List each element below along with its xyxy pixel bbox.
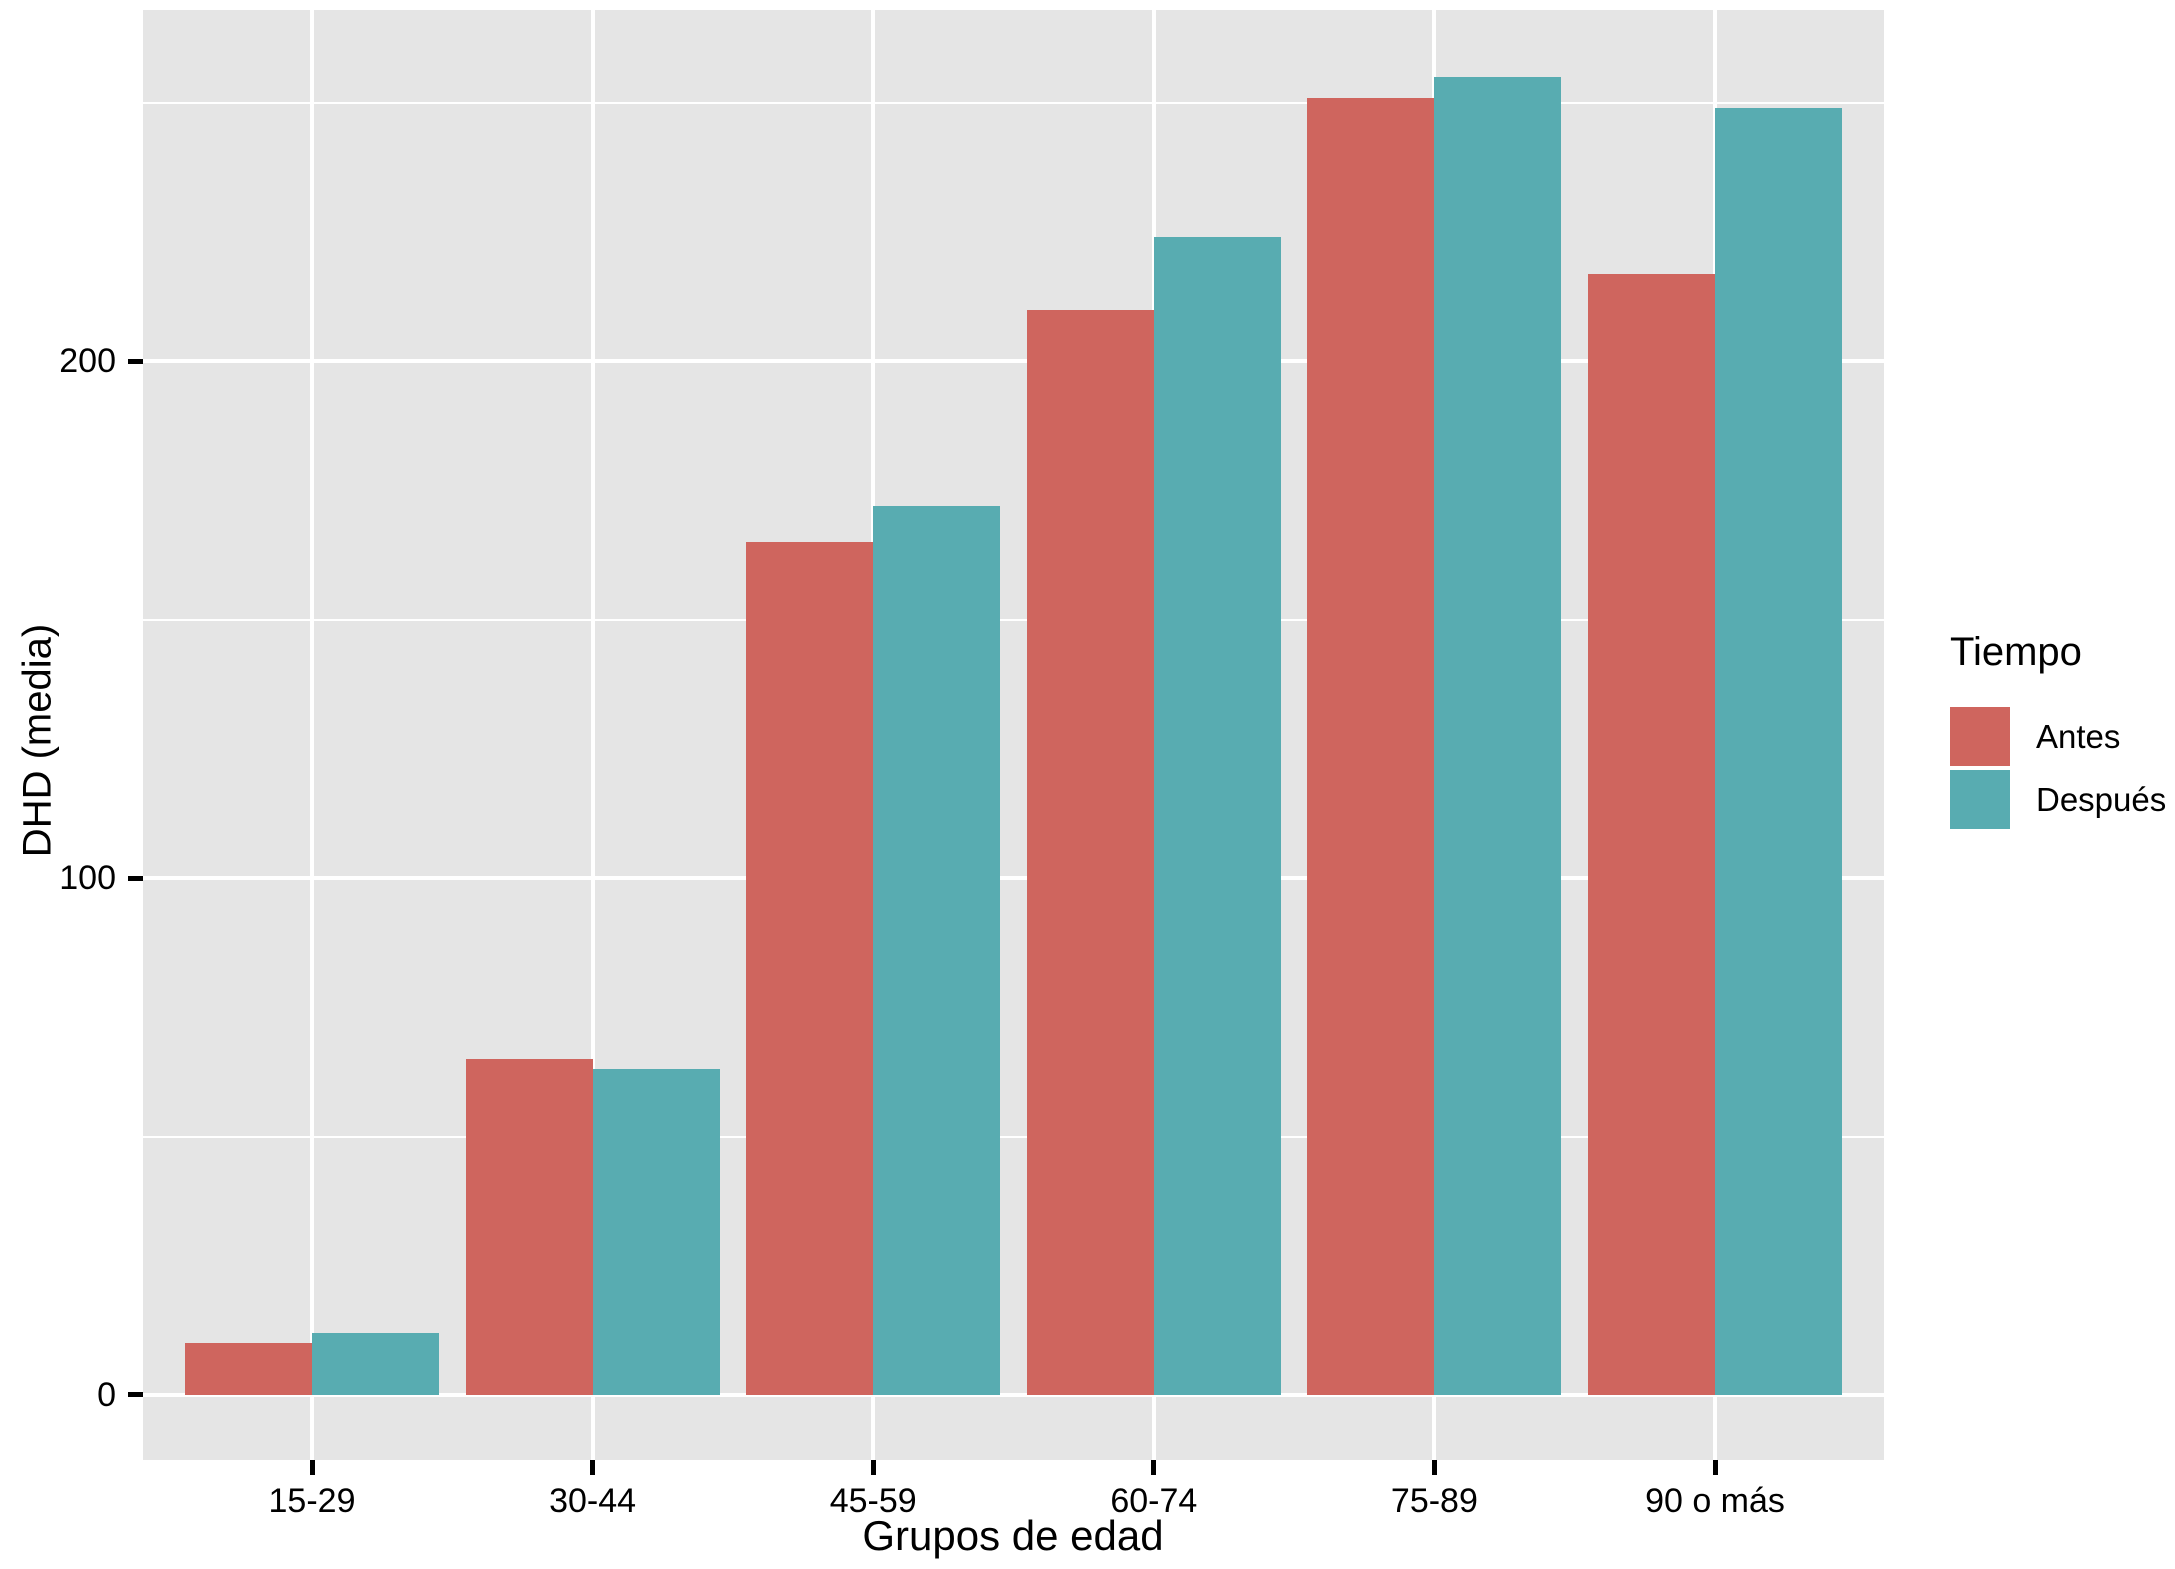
x-tick-label-30-44: 30-44 [549, 1482, 637, 1520]
legend-item-despues: Después [1950, 768, 2175, 831]
bar-despues-75-89 [1434, 77, 1562, 1395]
legend-items: Antes Después [1950, 705, 2175, 831]
x-tick-label-60-74: 60-74 [1110, 1482, 1198, 1520]
x-tick-label-45-59: 45-59 [829, 1482, 917, 1520]
x-tick-mark-90-o-mas [1712, 1460, 1718, 1475]
x-tick-mark-60-74 [1151, 1460, 1157, 1475]
legend-item-antes: Antes [1950, 705, 2175, 768]
bar-despues-90-o-mas [1715, 108, 1842, 1395]
gridline-major-100 [143, 876, 1884, 881]
gridline-minor-150 [143, 618, 1884, 621]
x-axis-title: Grupos de edad [862, 1512, 1164, 1559]
gridline-minor-250 [143, 102, 1884, 104]
legend-swatch-antes [1950, 707, 2010, 766]
legend-label-antes: Antes [2036, 717, 2121, 755]
bar-despues-45-59 [873, 506, 1001, 1395]
legend: Tiempo Antes Después [1950, 630, 2175, 831]
x-tick-label-15-29: 15-29 [268, 1482, 356, 1520]
y-tick-mark-0 [128, 1392, 143, 1398]
x-tick-mark-15-29 [309, 1460, 315, 1475]
gridline-vertical-30-44 [590, 10, 595, 1460]
y-tick-mark-100 [128, 875, 143, 881]
plot-panel [143, 10, 1884, 1460]
y-tick-label-0: 0 [97, 1375, 116, 1414]
x-tick-mark-30-44 [590, 1460, 596, 1475]
bar-antes-30-44 [465, 1059, 593, 1395]
legend-label-despues: Después [2036, 780, 2167, 818]
bar-despues-15-29 [312, 1332, 439, 1395]
y-tick-label-100: 100 [59, 859, 116, 898]
x-tick-label-90-o-mas: 90 o más [1645, 1482, 1785, 1520]
x-tick-label-75-89: 75-89 [1390, 1482, 1478, 1520]
legend-swatch-despues [1950, 770, 2010, 829]
bar-antes-45-59 [746, 542, 874, 1395]
bar-antes-15-29 [185, 1343, 312, 1395]
gridline-major-0 [143, 1392, 1884, 1397]
gridline-vertical-15-29 [310, 10, 314, 1460]
y-tick-mark-200 [128, 358, 143, 364]
gridline-minor-50 [143, 1135, 1884, 1138]
gridline-major-200 [143, 359, 1884, 364]
bar-antes-75-89 [1307, 97, 1435, 1395]
bar-despues-30-44 [592, 1069, 720, 1395]
y-axis-title: DHD (media) [15, 623, 60, 858]
bar-despues-60-74 [1153, 237, 1281, 1395]
y-tick-label-200: 200 [59, 342, 116, 381]
x-tick-mark-45-59 [870, 1460, 876, 1475]
legend-title: Tiempo [1950, 630, 2082, 674]
bar-antes-90-o-mas [1588, 273, 1715, 1395]
bar-antes-60-74 [1026, 309, 1154, 1395]
x-tick-mark-75-89 [1431, 1460, 1437, 1475]
